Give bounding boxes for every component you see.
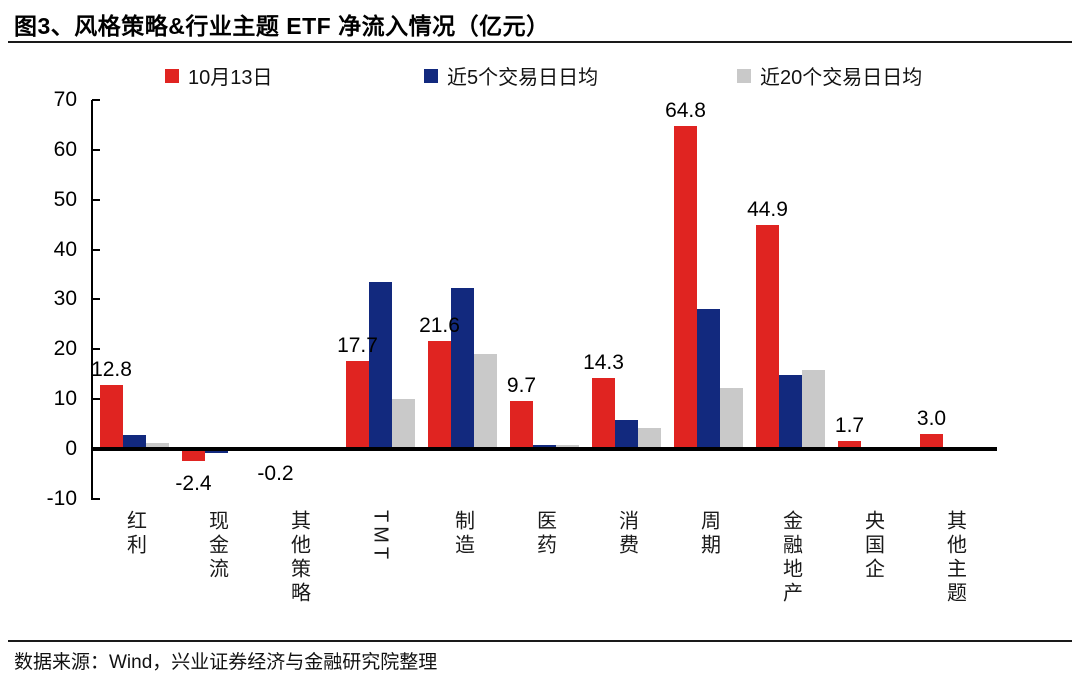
- legend-label: 近20个交易日日均: [760, 67, 923, 89]
- legend-item-oct13: 10月13日: [165, 61, 273, 90]
- bar: [756, 225, 779, 449]
- bar: [369, 281, 392, 449]
- x-category-label: TMT: [369, 510, 392, 564]
- bar: [392, 399, 415, 449]
- bar: [451, 287, 474, 449]
- legend-label: 近5个交易日日均: [447, 67, 599, 89]
- y-tick-label: 60: [53, 137, 77, 161]
- title-divider: [8, 41, 1072, 43]
- bar: [720, 388, 743, 449]
- bar: [533, 445, 556, 449]
- bar: [697, 308, 720, 449]
- x-category-label: 周期: [697, 510, 720, 558]
- y-tick-mark: [92, 248, 100, 251]
- bar: [592, 377, 615, 449]
- bar-value-label: 1.7: [834, 413, 865, 437]
- y-tick-mark: [92, 298, 100, 301]
- bar: [674, 125, 697, 449]
- bar: [100, 385, 123, 449]
- y-axis-line: [91, 100, 93, 500]
- bar-value-label: 3.0: [916, 407, 947, 431]
- x-category-label: 制造: [451, 510, 474, 558]
- bar: [615, 419, 638, 449]
- bar: [802, 370, 825, 449]
- legend-swatch-red: [165, 68, 179, 83]
- figure-title: 图3、风格策略&行业主题 ETF 净流入情况（亿元）: [14, 13, 550, 39]
- bar: [182, 449, 205, 461]
- y-tick-label: 40: [53, 237, 77, 261]
- bar: [123, 435, 146, 449]
- x-axis-zero-line: [92, 447, 997, 451]
- y-tick-mark: [92, 398, 100, 401]
- bar: [920, 434, 943, 449]
- bar-value-label: 12.8: [91, 358, 132, 382]
- x-category-label: 央国企: [861, 510, 884, 582]
- bar: [474, 354, 497, 449]
- x-category-label: 其他策略: [287, 510, 310, 606]
- bar-value-label: -2.4: [175, 471, 212, 495]
- y-tick-label: 50: [53, 187, 77, 211]
- y-tick-mark: [92, 98, 100, 101]
- x-category-label: 现金流: [205, 510, 228, 582]
- y-tick-label: 30: [53, 287, 77, 311]
- bar-value-label: 21.6: [419, 314, 460, 338]
- bar-value-label: 14.3: [583, 350, 624, 374]
- bar: [779, 375, 802, 449]
- x-category-label: 红利: [123, 510, 146, 558]
- y-tick-label: 10: [53, 387, 77, 411]
- bar: [556, 445, 579, 449]
- y-tick-mark: [92, 348, 100, 351]
- x-category-label: 其他主题: [943, 510, 966, 606]
- footer-divider: [8, 640, 1072, 642]
- bar-value-label: -0.2: [257, 462, 294, 486]
- y-tick-mark: [92, 198, 100, 201]
- x-category-label: 金融地产: [779, 510, 802, 606]
- bar-value-label: 9.7: [506, 373, 537, 397]
- bar-value-label: 17.7: [337, 333, 378, 357]
- bar: [510, 400, 533, 449]
- data-source: 数据来源：Wind，兴业证券经济与金融研究院整理: [14, 652, 438, 673]
- legend-label: 10月13日: [188, 67, 273, 89]
- x-category-label: 医药: [533, 510, 556, 558]
- bar: [428, 341, 451, 449]
- legend-swatch-gray: [737, 68, 751, 83]
- bar: [146, 443, 169, 449]
- legend-item-5day-avg: 近5个交易日日均: [424, 61, 598, 90]
- bar-value-label: 44.9: [747, 198, 788, 222]
- y-tick-mark: [92, 148, 100, 151]
- y-tick-mark: [92, 497, 100, 500]
- x-category-label: 消费: [615, 510, 638, 558]
- y-tick-label: 0: [65, 437, 77, 460]
- y-tick-label: 70: [53, 87, 77, 111]
- bar: [838, 440, 861, 449]
- legend-item-20day-avg: 近20个交易日日均: [737, 61, 922, 90]
- bar-value-label: 64.8: [665, 98, 706, 122]
- y-tick-label: 20: [53, 337, 77, 361]
- bar: [638, 427, 661, 449]
- bar: [346, 360, 369, 449]
- y-tick-label: -10: [46, 486, 77, 510]
- legend-swatch-blue: [424, 68, 438, 83]
